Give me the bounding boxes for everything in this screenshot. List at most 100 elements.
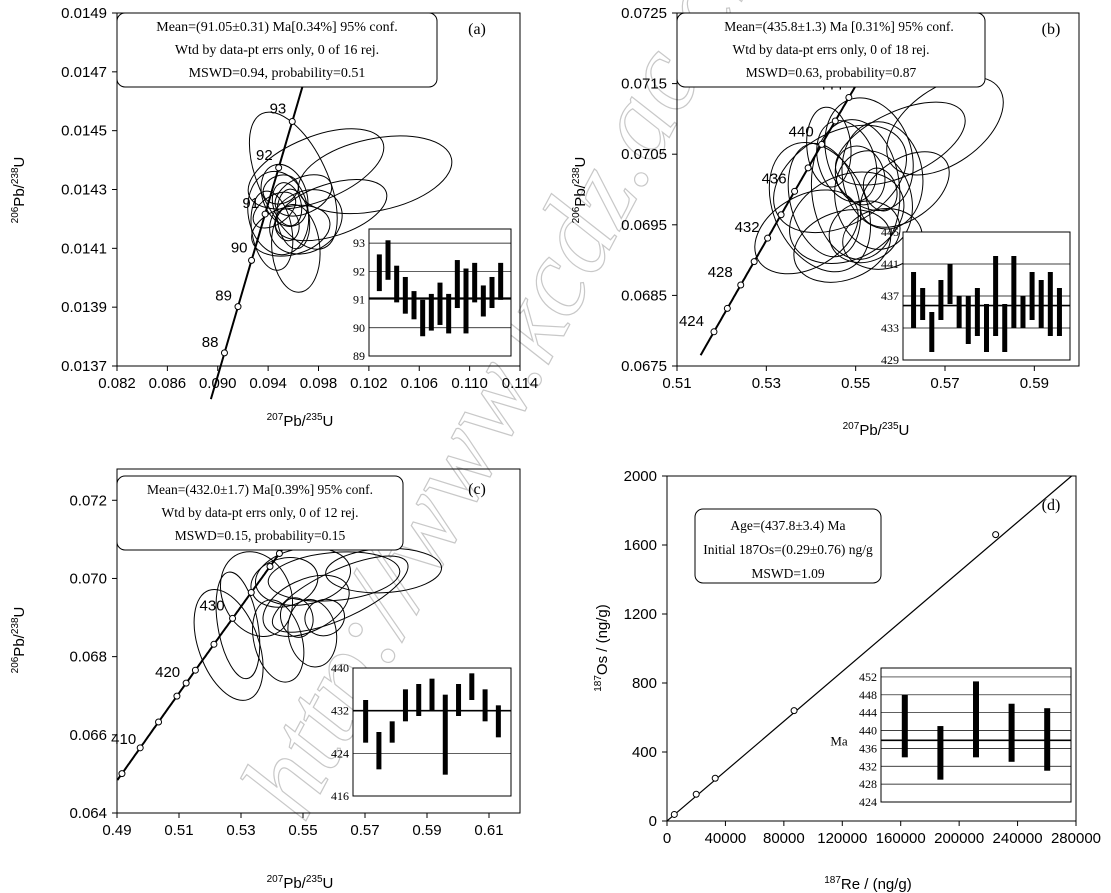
- concordia-age-label: 91: [242, 195, 259, 212]
- inset-age-bar: [429, 678, 435, 711]
- x-tick-label: 0.59: [412, 822, 441, 839]
- stats-legend-line: MSWD=1.09: [751, 566, 824, 581]
- error-ellipse: [267, 551, 401, 602]
- inset-age-bar: [420, 299, 426, 337]
- error-ellipse: [271, 182, 303, 227]
- error-ellipse: [271, 203, 321, 293]
- error-ellipse: [262, 574, 350, 637]
- concordia-age-label: 430: [200, 597, 225, 614]
- panel-label: (b): [1042, 21, 1061, 38]
- inset-age-bar: [376, 254, 382, 292]
- isotope-superscript: 238: [10, 167, 21, 184]
- x-axis-title: 207Pb/235U: [267, 412, 334, 430]
- inset-age-bar: [428, 293, 434, 331]
- concordia-age-marker: [210, 640, 218, 648]
- inset-age-bar: [993, 256, 999, 336]
- y-tick-label: 0.066: [69, 727, 107, 744]
- inset-age-bar: [454, 260, 460, 309]
- inset-age-bar: [1047, 272, 1053, 336]
- inset-tick-label: 436: [859, 741, 877, 755]
- stats-legend-line: Age=(437.8±3.4) Ma: [730, 518, 845, 533]
- inset-tick-label: 440: [331, 661, 349, 675]
- error-ellipse: [859, 151, 950, 228]
- concordia-age-marker: [750, 258, 758, 266]
- error-ellipse: [274, 208, 300, 242]
- stats-legend-box: [694, 508, 882, 584]
- inset-age-bar: [416, 684, 422, 716]
- data-point: [992, 531, 1000, 539]
- isotope-superscript: 187: [824, 875, 841, 886]
- concordia-age-marker: [261, 210, 269, 218]
- inset-age-bar: [947, 264, 953, 304]
- axis-title-part: U: [11, 157, 28, 168]
- error-ellipse: [886, 76, 1004, 176]
- inset-age-bar: [911, 272, 917, 328]
- stats-legend-line: MSWD=0.94, probability=0.51: [189, 66, 366, 81]
- error-ellipse: [787, 142, 862, 258]
- inset-tick-label: 90: [353, 321, 365, 335]
- error-ellipse: [280, 597, 314, 638]
- inset-tick-label: 424: [331, 746, 349, 760]
- y-tick-label: 0.0139: [61, 299, 107, 316]
- plot-frame: [116, 468, 521, 814]
- inset-tick-label: 92: [353, 264, 365, 278]
- inset-age-bar: [402, 689, 408, 722]
- stats-legend-line: Mean=(435.8±1.3) Ma [0.31%] 95% conf.: [724, 19, 953, 34]
- x-tick-label: 80000: [763, 830, 805, 847]
- x-tick-label: 200000: [934, 830, 984, 847]
- stats-legend-line: Wtd by data-pt errs only, 0 of 16 rej.: [175, 43, 379, 58]
- concordia-age-marker: [737, 281, 745, 289]
- inset-tick-label: 432: [859, 759, 877, 773]
- inset-age-bar: [901, 694, 908, 758]
- inset-age-bar: [974, 288, 980, 336]
- inset-tick-label: 452: [859, 670, 877, 684]
- inset-tick-label: 440: [859, 724, 877, 738]
- x-tick-label: 0.110: [451, 375, 487, 392]
- x-tick-label: 280000: [1051, 830, 1101, 847]
- panel-label: (d): [1042, 497, 1061, 514]
- y-tick-label: 0.0149: [61, 5, 107, 22]
- x-tick-label: 0.55: [841, 375, 870, 392]
- inset-age-bar: [363, 700, 369, 743]
- panel-label: (c): [468, 481, 486, 498]
- axis-title-part: Pb/: [859, 422, 882, 439]
- x-tick-label: 0.106: [400, 375, 438, 392]
- inset-tick-label: 424: [859, 795, 877, 809]
- x-tick-label: 0.61: [474, 822, 503, 839]
- error-ellipse: [768, 142, 872, 273]
- inset-age-bar: [385, 240, 391, 280]
- inset-age-bar: [495, 705, 501, 738]
- concordia-age-marker: [220, 349, 228, 357]
- error-ellipse: [834, 150, 913, 250]
- concordia-age-marker: [275, 164, 283, 172]
- concordia-age-marker: [182, 679, 190, 687]
- inset-tick-label: 445: [881, 225, 899, 239]
- inset-tick-label: 437: [881, 289, 899, 303]
- inset-age-bar: [1056, 288, 1062, 336]
- x-tick-label: 0.59: [1020, 375, 1049, 392]
- y-axis-title: 187Os / (ng/g): [593, 604, 611, 692]
- inset-tick-label: 416: [331, 789, 349, 803]
- stats-legend-box: [116, 475, 404, 551]
- isotope-superscript: 207: [267, 874, 284, 885]
- isotope-superscript: 235: [882, 421, 899, 432]
- concordia-age-marker: [723, 304, 731, 312]
- isotope-superscript: 206: [10, 656, 21, 673]
- y-tick-label: 0.070: [69, 570, 107, 587]
- stats-legend-line: MSWD=0.63, probability=0.87: [746, 65, 917, 80]
- error-ellipse: [247, 170, 310, 256]
- concordia-age-marker: [191, 666, 199, 674]
- concordia-age-label: 88: [202, 334, 219, 351]
- x-tick-label: 0.086: [149, 375, 187, 392]
- x-tick-label: 0.53: [226, 822, 255, 839]
- inset-age-bar: [394, 265, 400, 303]
- concordia-age-label: 436: [762, 170, 787, 187]
- data-point: [692, 790, 700, 798]
- x-tick-label: 0.55: [288, 822, 317, 839]
- inset-age-bar: [463, 268, 469, 334]
- x-tick-label: 0: [663, 830, 671, 847]
- error-ellipse: [834, 101, 966, 186]
- axis-title-part: U: [323, 875, 334, 892]
- concordia-age-label: 428: [708, 264, 733, 281]
- data-point: [790, 707, 798, 715]
